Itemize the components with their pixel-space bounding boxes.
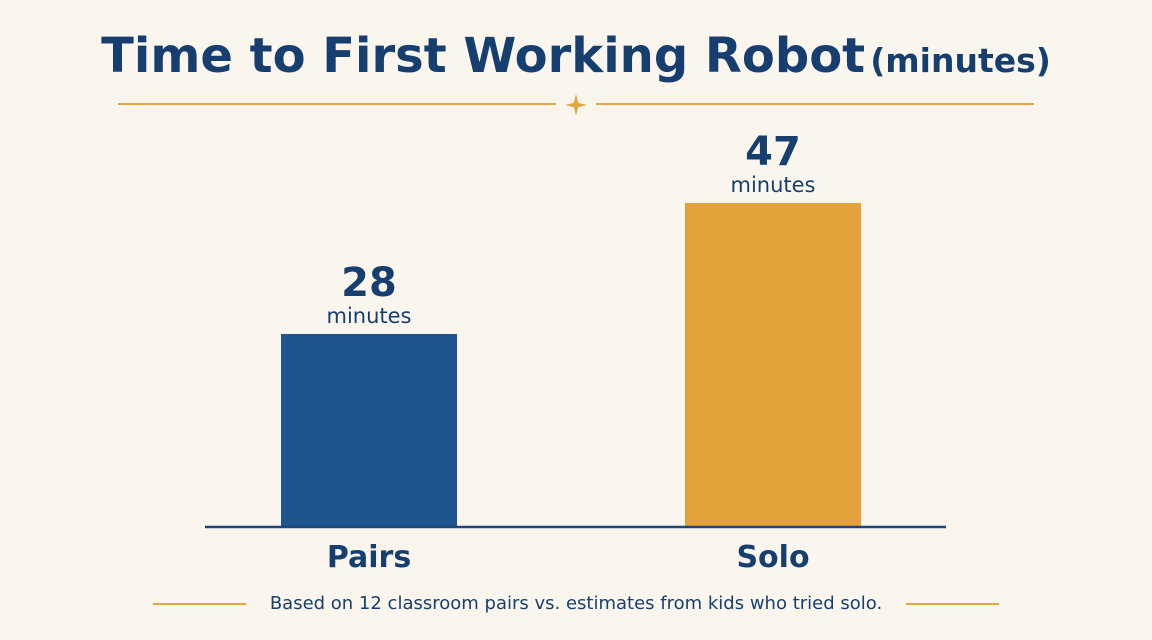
title-divider-right (596, 103, 1034, 105)
chart-title: Time to First Working Robot (minutes) (0, 28, 1152, 84)
footnote-divider-right (906, 603, 999, 605)
chart-title-unit: (minutes) (870, 41, 1051, 80)
value-label-solo: 47 (745, 129, 801, 175)
footnote-row: Based on 12 classroom pairs vs. estimate… (0, 593, 1152, 614)
category-label-solo: Solo (736, 540, 809, 575)
bar-pairs (281, 333, 457, 527)
bar-solo (685, 203, 861, 527)
value-label-pairs: 28 (341, 260, 397, 306)
sparkle-star-icon (565, 94, 587, 116)
unit-label-solo: minutes (730, 173, 815, 197)
footnote-divider-left (153, 603, 246, 605)
footnote-text: Based on 12 classroom pairs vs. estimate… (269, 593, 883, 614)
title-divider-left (118, 103, 556, 105)
chart-title-main: Time to First Working Robot (101, 28, 866, 84)
unit-label-pairs: minutes (326, 304, 411, 328)
category-label-pairs: Pairs (327, 540, 411, 575)
